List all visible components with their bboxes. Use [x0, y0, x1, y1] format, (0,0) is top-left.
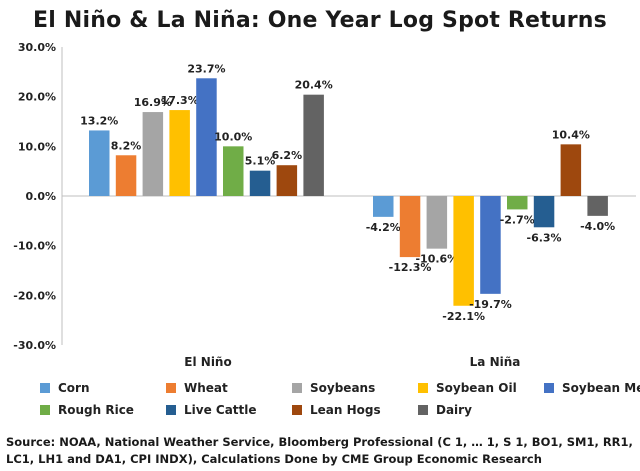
legend-swatch — [292, 383, 302, 393]
x-category-label: La Niña — [470, 355, 521, 369]
bar — [115, 155, 137, 196]
data-label: 10.4% — [552, 128, 590, 141]
y-tick-label: -30.0% — [13, 339, 56, 352]
bar — [373, 196, 394, 217]
data-label: 10.0% — [214, 130, 252, 143]
data-label: 17.3% — [161, 94, 199, 107]
bar — [587, 196, 608, 216]
data-label: 16.9% — [134, 96, 172, 109]
x-category-label: El Niño — [184, 355, 231, 369]
y-tick-label: 10.0% — [18, 140, 56, 153]
legend-label: Soybean Oil — [436, 381, 517, 395]
bar — [533, 196, 555, 228]
data-label: -4.0% — [580, 220, 615, 233]
legend-item: Live Cattle — [166, 403, 257, 417]
bar — [249, 170, 271, 196]
data-label: -19.7% — [469, 298, 512, 311]
legend-item: Rough Rice — [40, 403, 134, 417]
data-label: -6.3% — [527, 231, 562, 244]
legend-label: Soybeans — [310, 381, 376, 395]
legend-swatch — [166, 405, 176, 415]
bar — [303, 94, 324, 196]
legend-item: Soybean Meal — [544, 381, 640, 395]
data-label: -2.7% — [500, 213, 535, 226]
bar — [480, 196, 501, 294]
bar — [399, 196, 421, 258]
bar — [89, 130, 110, 196]
legend-label: Wheat — [184, 381, 228, 395]
data-label: 8.2% — [111, 139, 142, 152]
legend-item: Dairy — [418, 403, 472, 417]
legend-label: Lean Hogs — [310, 403, 381, 417]
data-label: 23.7% — [187, 62, 225, 75]
legend-item: Lean Hogs — [292, 403, 381, 417]
legend-item: Soybeans — [292, 381, 375, 395]
legend-swatch — [544, 383, 554, 393]
legend-swatch — [40, 405, 50, 415]
bar — [560, 144, 582, 196]
bar — [223, 146, 244, 196]
legend-item: Soybean Oil — [418, 381, 517, 395]
legend-item: Corn — [40, 381, 90, 395]
bar — [142, 112, 164, 196]
chart-title: El Niño & La Niña: One Year Log Spot Ret… — [33, 8, 607, 33]
legend-label: Rough Rice — [58, 403, 134, 417]
legend-label: Corn — [58, 381, 90, 395]
legend-swatch — [292, 405, 302, 415]
data-label: 6.2% — [272, 149, 303, 162]
y-tick-label: 20.0% — [18, 91, 56, 104]
y-tick-label: -10.0% — [13, 240, 56, 253]
legend-swatch — [40, 383, 50, 393]
bar — [169, 110, 190, 196]
bar — [507, 196, 528, 210]
legend-item: Wheat — [166, 381, 228, 395]
y-tick-label: -20.0% — [13, 289, 56, 302]
bar — [196, 78, 217, 196]
source-note: Source: NOAA, National Weather Service, … — [6, 435, 633, 466]
data-label: -10.6% — [415, 253, 458, 266]
legend-swatch — [418, 383, 428, 393]
bar — [426, 196, 448, 249]
data-label: -22.1% — [442, 310, 485, 323]
data-label: -12.3% — [389, 261, 432, 274]
legend-swatch — [418, 405, 428, 415]
bar — [453, 196, 474, 306]
legend-label: Soybean Meal — [562, 381, 640, 395]
data-label: 13.2% — [80, 114, 118, 127]
legend-label: Live Cattle — [184, 403, 257, 417]
data-label: 5.1% — [245, 155, 276, 168]
bar — [276, 165, 298, 196]
legend-label: Dairy — [436, 403, 472, 417]
y-tick-label: 0.0% — [25, 190, 56, 203]
data-label: 20.4% — [295, 79, 333, 92]
data-label: -4.2% — [366, 221, 401, 234]
legend-swatch — [166, 383, 176, 393]
y-tick-label: 30.0% — [18, 41, 56, 54]
